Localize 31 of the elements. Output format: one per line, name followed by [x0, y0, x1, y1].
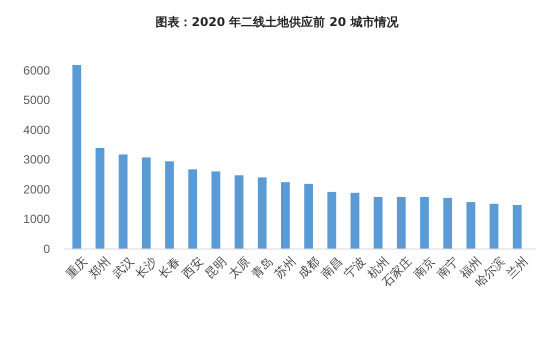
x-tick-label: 兰州 [504, 254, 531, 282]
bar [96, 148, 104, 249]
bar [443, 198, 452, 249]
bar [142, 157, 151, 249]
y-tick-label: 0 [43, 242, 50, 256]
bar [258, 177, 267, 249]
bar [420, 196, 429, 249]
bar [396, 196, 406, 249]
bar [512, 205, 522, 249]
y-tick-label: 5000 [23, 93, 50, 108]
y-tick-label: 6000 [23, 63, 50, 78]
bar [211, 171, 220, 249]
x-tick-label: 南京 [410, 254, 438, 282]
x-tick-label: 宁波 [341, 254, 368, 282]
bar [490, 204, 498, 249]
bar [350, 192, 360, 249]
bar [234, 175, 244, 249]
chart-title: 图表：2020 年二线土地供应前 20 城市情况 [156, 15, 400, 29]
y-tick-label: 2000 [23, 182, 50, 196]
y-tick-label: 1000 [23, 212, 50, 226]
bar [72, 65, 82, 249]
bar [165, 161, 174, 249]
bar [327, 192, 336, 249]
y-tick-label: 3000 [23, 152, 50, 167]
bar [188, 169, 198, 249]
bar [304, 184, 313, 249]
bar [281, 182, 290, 249]
bar [118, 154, 128, 249]
bar [466, 202, 476, 249]
y-tick-label: 4000 [23, 122, 50, 137]
bar [374, 196, 383, 249]
